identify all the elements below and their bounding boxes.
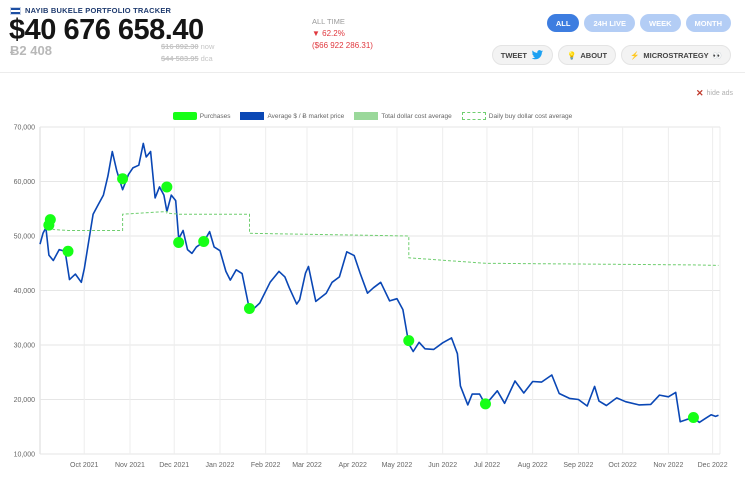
tweet-button[interactable]: TWEET bbox=[491, 45, 554, 65]
range-all-button[interactable]: ALL bbox=[546, 14, 580, 32]
purchase-marker bbox=[243, 302, 255, 314]
x-tick-label: Sep 2022 bbox=[563, 462, 593, 469]
legend-item-market-price[interactable]: Average $ / Ƀ market price bbox=[240, 112, 344, 120]
market-price-line bbox=[39, 142, 719, 424]
purchase-marker bbox=[479, 398, 491, 410]
daily-dca-line bbox=[48, 210, 719, 266]
x-tick-label: Nov 2021 bbox=[115, 462, 145, 469]
x-tick-label: Jul 2022 bbox=[474, 462, 501, 469]
microstrategy-button[interactable]: ⚡ MICROSTRATEGY 👀 bbox=[621, 45, 731, 65]
dca-price-label: dca bbox=[200, 54, 213, 63]
close-icon: ✕ bbox=[695, 88, 704, 98]
lightning-icon: ⚡ bbox=[630, 50, 640, 60]
x-tick-label: Apr 2022 bbox=[339, 462, 368, 469]
twitter-bird-icon bbox=[531, 50, 544, 60]
y-tick-label: 60,000 bbox=[14, 179, 36, 186]
legend-swatch-purchases bbox=[172, 112, 197, 120]
legend-item-daily-dca[interactable]: Daily buy dollar cost average bbox=[461, 112, 573, 120]
legend-label-purchases: Purchases bbox=[199, 112, 231, 120]
purchase-marker bbox=[173, 237, 185, 249]
x-tick-label: Aug 2022 bbox=[518, 462, 548, 469]
price-chart[interactable]: 10,000 20,000 30,000 40,000 50,000 60,000 70,0… bbox=[0, 120, 745, 497]
chart-legend: Purchases Average $ / Ƀ market price Tot… bbox=[0, 112, 745, 120]
x-tick-label: Oct 2022 bbox=[608, 462, 637, 469]
y-tick-label: 20,000 bbox=[14, 397, 36, 404]
legend-label-market-price: Average $ / Ƀ market price bbox=[267, 112, 345, 120]
alltime-delta: ($66 922 286.31) bbox=[312, 41, 373, 50]
legend-swatch-total-dca bbox=[354, 112, 379, 120]
current-price: $16 892.30 bbox=[161, 42, 199, 51]
brand-header[interactable]: NAYIB BUKELE PORTFOLIO TRACKER bbox=[10, 6, 171, 15]
x-tick-label: Dec 2021 bbox=[159, 462, 189, 469]
x-axis: Oct 2021 Nov 2021 Dec 2021 Jan 2022 Feb 2022… bbox=[70, 462, 728, 469]
y-tick-label: 70,000 bbox=[14, 125, 36, 132]
purchase-marker bbox=[161, 181, 173, 193]
y-tick-label: 10,000 bbox=[14, 452, 36, 459]
legend-swatch-market-price bbox=[240, 112, 265, 120]
portfolio-value: $40 676 658.40 bbox=[9, 14, 204, 46]
legend-label-daily-dca: Daily buy dollar cost average bbox=[488, 112, 573, 120]
purchase-markers bbox=[43, 173, 699, 423]
range-week-button[interactable]: WEEK bbox=[640, 14, 681, 32]
x-tick-label: Jan 2022 bbox=[206, 462, 235, 469]
tweet-label: TWEET bbox=[500, 50, 528, 60]
legend-swatch-daily-dca bbox=[461, 112, 486, 120]
time-range-selector: ALL 24H LIVE WEEK MONTH bbox=[546, 14, 731, 32]
purchase-marker bbox=[198, 235, 210, 247]
dca-price: $44 583.95 bbox=[161, 54, 199, 63]
brand-title: NAYIB BUKELE PORTFOLIO TRACKER bbox=[25, 6, 172, 15]
purchase-marker bbox=[687, 411, 699, 423]
x-tick-label: Nov 2022 bbox=[653, 462, 683, 469]
range-24h-button[interactable]: 24H LIVE bbox=[584, 14, 635, 32]
alltime-summary: ALL TIME ▼ 62.2% ($66 922 286.31) bbox=[312, 16, 373, 52]
x-tick-label: May 2022 bbox=[382, 462, 413, 469]
hide-ads-link[interactable]: ✕ hide ads bbox=[696, 88, 733, 99]
y-axis: 10,000 20,000 30,000 40,000 50,000 60,000 70,0… bbox=[14, 125, 36, 459]
alltime-label: ALL TIME bbox=[312, 17, 345, 26]
purchase-marker bbox=[117, 173, 129, 185]
hide-ads-label: hide ads bbox=[706, 90, 733, 97]
x-tick-label: Feb 2022 bbox=[251, 462, 281, 469]
x-tick-label: Jun 2022 bbox=[428, 462, 457, 469]
microstrategy-label: MICROSTRATEGY bbox=[643, 50, 709, 60]
price-summary: $16 892.30 now $44 583.95 dca bbox=[161, 41, 214, 65]
range-month-button[interactable]: MONTH bbox=[685, 14, 731, 32]
el-salvador-flag-icon bbox=[10, 6, 21, 15]
about-label: ABOUT bbox=[580, 50, 608, 60]
action-buttons: TWEET 💡 ABOUT ⚡ MICROSTRATEGY 👀 bbox=[491, 45, 731, 65]
current-price-row: $16 892.30 now bbox=[161, 41, 214, 53]
header-divider bbox=[0, 72, 745, 73]
chart-grid bbox=[39, 126, 721, 455]
y-tick-label: 30,000 bbox=[14, 343, 36, 350]
dca-price-row: $44 583.95 dca bbox=[161, 53, 214, 65]
x-tick-label: Oct 2021 bbox=[70, 462, 99, 469]
x-tick-label: Mar 2022 bbox=[292, 462, 322, 469]
legend-label-total-dca: Total dollar cost average bbox=[381, 112, 452, 120]
purchase-marker bbox=[62, 245, 74, 257]
lightbulb-icon: 💡 bbox=[567, 50, 577, 60]
y-tick-label: 50,000 bbox=[14, 234, 36, 241]
about-button[interactable]: 💡 ABOUT bbox=[558, 45, 617, 65]
alltime-percent: ▼ 62.2% bbox=[312, 29, 345, 38]
legend-item-purchases[interactable]: Purchases bbox=[172, 112, 231, 120]
btc-holdings: Ƀ2 408 bbox=[10, 43, 52, 58]
legend-item-total-dca[interactable]: Total dollar cost average bbox=[354, 112, 452, 120]
x-tick-label: Dec 2022 bbox=[698, 462, 728, 469]
y-tick-label: 40,000 bbox=[14, 288, 36, 295]
purchase-marker bbox=[44, 214, 56, 226]
chart-series bbox=[39, 142, 719, 424]
eyes-icon: 👀 bbox=[712, 50, 722, 60]
purchase-marker bbox=[403, 335, 415, 347]
current-price-label: now bbox=[200, 42, 215, 51]
